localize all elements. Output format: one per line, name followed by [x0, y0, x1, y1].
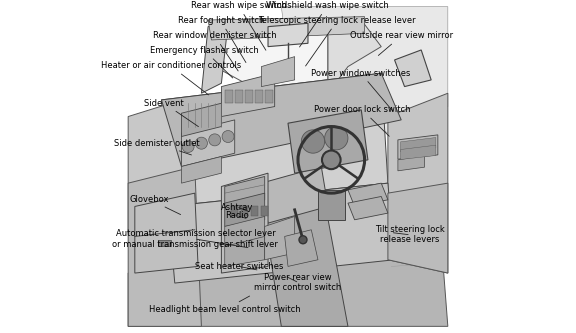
Polygon shape — [241, 206, 248, 216]
Text: Rear wash wipe switch: Rear wash wipe switch — [191, 1, 287, 50]
Polygon shape — [348, 196, 388, 220]
Polygon shape — [262, 206, 268, 216]
Polygon shape — [395, 50, 431, 87]
Polygon shape — [181, 120, 235, 166]
Polygon shape — [135, 193, 198, 273]
Polygon shape — [281, 7, 448, 133]
Polygon shape — [398, 156, 425, 171]
Polygon shape — [288, 110, 368, 173]
Circle shape — [209, 134, 221, 146]
Polygon shape — [262, 57, 295, 87]
Polygon shape — [161, 73, 388, 206]
Circle shape — [301, 130, 325, 153]
Text: Ashtray: Ashtray — [221, 202, 253, 212]
Text: Headlight beam level control switch: Headlight beam level control switch — [149, 296, 301, 314]
Text: Emergency flasher switch: Emergency flasher switch — [150, 46, 259, 78]
Polygon shape — [265, 216, 295, 260]
Circle shape — [195, 137, 207, 149]
Polygon shape — [328, 20, 381, 93]
Polygon shape — [158, 240, 172, 246]
Polygon shape — [268, 23, 308, 47]
Circle shape — [182, 141, 194, 153]
Text: Telescopic steering lock release lever: Telescopic steering lock release lever — [259, 16, 416, 66]
Polygon shape — [232, 206, 238, 216]
Polygon shape — [215, 23, 328, 107]
Polygon shape — [388, 183, 448, 273]
Polygon shape — [398, 135, 438, 159]
Circle shape — [325, 127, 348, 150]
Polygon shape — [235, 90, 243, 103]
Polygon shape — [168, 183, 395, 283]
Text: Glovebox: Glovebox — [129, 194, 181, 214]
Polygon shape — [221, 173, 268, 273]
Circle shape — [222, 131, 234, 143]
Polygon shape — [400, 138, 436, 152]
Polygon shape — [208, 17, 365, 40]
Polygon shape — [388, 93, 448, 273]
Text: Side demister outlet: Side demister outlet — [113, 139, 199, 155]
Polygon shape — [348, 183, 388, 206]
Polygon shape — [128, 240, 448, 326]
Polygon shape — [181, 157, 221, 183]
Polygon shape — [265, 90, 273, 103]
Text: Automatic transmission selector lever
or manual transmission gear shift lever: Automatic transmission selector lever or… — [112, 229, 278, 249]
Polygon shape — [181, 103, 221, 137]
Circle shape — [299, 236, 307, 244]
Polygon shape — [221, 73, 275, 117]
Polygon shape — [285, 230, 318, 266]
Polygon shape — [225, 216, 265, 246]
Polygon shape — [225, 236, 265, 266]
Polygon shape — [202, 23, 228, 93]
Polygon shape — [255, 90, 263, 103]
Text: Side vent: Side vent — [144, 99, 199, 127]
Text: Power door lock switch: Power door lock switch — [314, 105, 411, 136]
Polygon shape — [245, 90, 253, 103]
Text: Heater or air conditioner controls: Heater or air conditioner controls — [101, 61, 241, 95]
Polygon shape — [225, 90, 233, 103]
Text: Windshield wash wipe switch: Windshield wash wipe switch — [266, 1, 389, 47]
Polygon shape — [128, 166, 202, 326]
Polygon shape — [400, 145, 436, 160]
Text: Power window switches: Power window switches — [311, 69, 411, 111]
Polygon shape — [262, 166, 328, 223]
Text: Outside rear view mirror: Outside rear view mirror — [350, 31, 453, 56]
Polygon shape — [161, 73, 401, 166]
Polygon shape — [225, 193, 265, 226]
Text: Tilt steering lock
release levers: Tilt steering lock release levers — [374, 225, 445, 244]
Text: Rear window demister switch: Rear window demister switch — [153, 31, 276, 71]
Text: Radio: Radio — [226, 211, 249, 220]
Polygon shape — [318, 190, 344, 220]
Circle shape — [322, 151, 340, 169]
Text: Rear fog light switch: Rear fog light switch — [177, 16, 264, 63]
Text: Seat heater switches: Seat heater switches — [195, 262, 283, 271]
Text: Power rear view
mirror control switch: Power rear view mirror control switch — [255, 273, 342, 292]
Polygon shape — [225, 176, 265, 206]
Polygon shape — [251, 206, 258, 216]
Polygon shape — [262, 183, 348, 326]
Polygon shape — [128, 100, 188, 233]
